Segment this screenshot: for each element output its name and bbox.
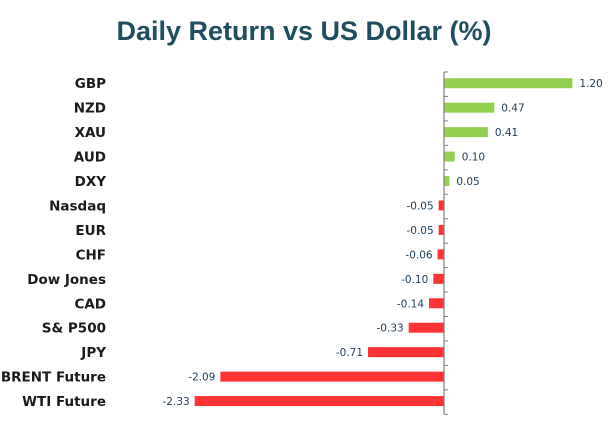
- bar-nasdaq: [438, 200, 444, 211]
- data-label: -0.10: [401, 274, 428, 286]
- category-label: CHF: [76, 247, 106, 263]
- category-label: AUD: [74, 150, 106, 166]
- bar-eur: [438, 224, 444, 235]
- data-label: -0.05: [406, 225, 433, 237]
- category-label: EUR: [75, 223, 106, 239]
- category-label: S& P500: [42, 321, 106, 337]
- chart-title: Daily Return vs US Dollar (%): [116, 16, 492, 46]
- data-label: 1.20: [579, 78, 602, 90]
- bar-xau: [444, 127, 488, 138]
- bar-aud: [444, 151, 455, 162]
- bar-jpy: [368, 347, 444, 358]
- bar-nzd: [444, 102, 495, 113]
- category-label: DXY: [75, 174, 107, 190]
- data-label: 0.47: [501, 103, 524, 115]
- category-label: CAD: [74, 296, 106, 312]
- data-label: -0.71: [336, 347, 363, 359]
- category-label: NZD: [74, 101, 106, 117]
- data-label: -2.09: [188, 372, 215, 384]
- data-label: -0.06: [405, 249, 432, 261]
- bar-dxy: [444, 176, 450, 187]
- category-label: XAU: [75, 125, 106, 141]
- bar-wti-future: [194, 396, 444, 407]
- data-label: -0.14: [397, 298, 424, 310]
- category-label: Dow Jones: [27, 272, 106, 288]
- data-label: -2.33: [163, 396, 190, 408]
- data-label: -0.05: [406, 200, 433, 212]
- data-label: 0.05: [456, 176, 479, 188]
- category-label: GBP: [75, 76, 106, 92]
- data-label: -0.33: [377, 323, 404, 335]
- data-label: 0.41: [495, 127, 518, 139]
- bar-brent-future: [220, 371, 444, 382]
- category-label: WTI Future: [22, 394, 106, 410]
- bar-s-p500: [408, 322, 444, 333]
- data-label: 0.10: [462, 152, 485, 164]
- category-label: JPY: [80, 345, 106, 361]
- bar-chf: [437, 249, 444, 260]
- bar-dow-jones: [433, 273, 444, 284]
- category-label: Nasdaq: [49, 198, 106, 214]
- bar-gbp: [444, 78, 573, 89]
- bar-cad: [429, 298, 444, 309]
- category-label: BRENT Future: [1, 370, 106, 386]
